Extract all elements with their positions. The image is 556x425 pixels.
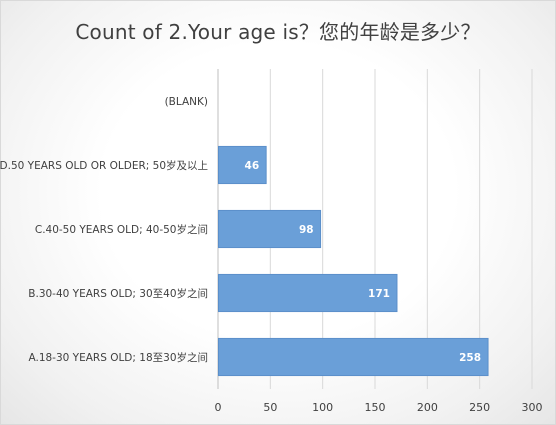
category-label: D.50 YEARS OLD OR OLDER; 50岁及以上 bbox=[0, 159, 208, 172]
bar bbox=[218, 209, 322, 249]
x-tick-label: 0 bbox=[215, 401, 222, 414]
x-tick-label: 300 bbox=[522, 401, 543, 414]
category-label: B.30-40 YEARS OLD; 30至40岁之间 bbox=[28, 287, 208, 300]
x-tick-label: 150 bbox=[365, 401, 386, 414]
chart-title: Count of 2.Your age is？您的年龄是多少？ bbox=[75, 20, 481, 44]
category-label: C.40-50 YEARS OLD; 40-50岁之间 bbox=[35, 223, 208, 236]
bar bbox=[218, 337, 489, 377]
data-label: 98 bbox=[299, 224, 314, 236]
gridlines bbox=[269, 69, 533, 389]
labels: 0 50 100 150 200 250 300 (BLANK) D.50 YEARS OLD … bbox=[0, 96, 543, 414]
bars bbox=[218, 145, 489, 377]
bar bbox=[218, 273, 398, 313]
x-tick-label: 250 bbox=[469, 401, 490, 414]
x-tick-label: 100 bbox=[312, 401, 333, 414]
data-label: 46 bbox=[245, 160, 260, 172]
x-tick-label: 200 bbox=[417, 401, 438, 414]
data-label: 171 bbox=[368, 288, 390, 300]
data-label: 258 bbox=[459, 352, 481, 364]
x-tick-label: 50 bbox=[263, 401, 277, 414]
category-label: A.18-30 YEARS OLD; 18至30岁之间 bbox=[28, 351, 208, 364]
category-label: (BLANK) bbox=[165, 96, 208, 108]
bar bbox=[218, 145, 267, 185]
